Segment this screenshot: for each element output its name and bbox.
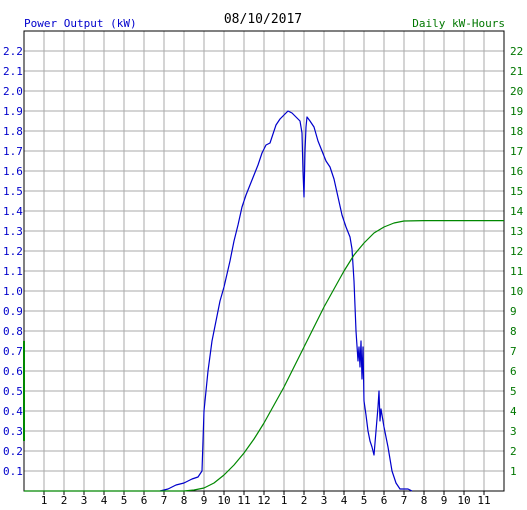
- left-tick-label: 0.1: [3, 465, 23, 478]
- left-tick-label: 2.0: [3, 85, 23, 98]
- left-tick-label: 1.4: [3, 205, 23, 218]
- right-tick-label: 2: [510, 445, 517, 458]
- right-tick-label: 3: [510, 425, 517, 438]
- x-tick-label: 5: [121, 494, 128, 507]
- x-tick-label: 7: [401, 494, 408, 507]
- right-axis-title: Daily kW-Hours: [412, 17, 505, 30]
- right-tick-label: 19: [510, 105, 523, 118]
- left-axis: 0.1 0.2 0.3 0.4 0.5 0.6 0.7 0.8 0.9 1.0 1.1 1.2 1.3 1…: [3, 45, 23, 478]
- right-tick-label: 20: [510, 85, 523, 98]
- left-tick-label: 0.4: [3, 405, 23, 418]
- left-tick-label: 1.5: [3, 185, 23, 198]
- left-tick-label: 0.5: [3, 385, 23, 398]
- right-tick-label: 11: [510, 265, 523, 278]
- x-tick-label: 1: [41, 494, 48, 507]
- series-layer: [23, 110, 504, 492]
- chart-title: 08/10/2017: [224, 12, 302, 27]
- x-tick-label: 3: [81, 494, 88, 507]
- x-axis: 1 2 3 4 5 6 7 8 9 10 11 12 1 2 3 4 5 6 7 8 9 10 11: [41, 491, 491, 507]
- x-tick-label: 5: [361, 494, 368, 507]
- x-tick-label: 8: [181, 494, 188, 507]
- x-tick-label: 8: [421, 494, 428, 507]
- x-tick-label: 2: [301, 494, 308, 507]
- left-tick-label: 0.2: [3, 445, 23, 458]
- left-tick-label: 1.7: [3, 145, 23, 158]
- left-tick-label: 1.0: [3, 285, 23, 298]
- right-tick-label: 9: [510, 305, 517, 318]
- daily-energy-line: [24, 220, 504, 492]
- left-tick-label: 0.8: [3, 325, 23, 338]
- right-tick-label: 13: [510, 225, 523, 238]
- x-tick-label: 2: [61, 494, 68, 507]
- right-tick-label: 18: [510, 125, 523, 138]
- left-tick-label: 1.1: [3, 265, 23, 278]
- x-tick-label: 11: [477, 494, 490, 507]
- left-tick-label: 2.1: [3, 65, 23, 78]
- right-tick-label: 14: [510, 205, 524, 218]
- x-tick-label: 10: [457, 494, 470, 507]
- x-tick-label: 11: [237, 494, 250, 507]
- right-tick-label: 4: [510, 405, 517, 418]
- x-tick-label: 4: [341, 494, 348, 507]
- right-tick-label: 8: [510, 325, 517, 338]
- right-tick-label: 21: [510, 65, 523, 78]
- x-tick-label: 9: [441, 494, 448, 507]
- right-tick-label: 16: [510, 165, 523, 178]
- right-tick-label: 7: [510, 345, 517, 358]
- left-tick-label: 2.2: [3, 45, 23, 58]
- x-tick-label: 4: [101, 494, 108, 507]
- left-tick-label: 1.2: [3, 245, 23, 258]
- right-tick-label: 12: [510, 245, 523, 258]
- right-tick-label: 22: [510, 45, 523, 58]
- left-tick-label: 0.6: [3, 365, 23, 378]
- x-tick-label: 1: [281, 494, 288, 507]
- x-tick-label: 10: [217, 494, 230, 507]
- left-tick-label: 0.9: [3, 305, 23, 318]
- left-tick-label: 0.7: [3, 345, 23, 358]
- x-tick-label: 9: [201, 494, 208, 507]
- left-tick-label: 1.8: [3, 125, 23, 138]
- x-tick-label: 12: [257, 494, 270, 507]
- left-tick-label: 1.6: [3, 165, 23, 178]
- left-tick-label: 1.9: [3, 105, 23, 118]
- right-tick-label: 1: [510, 465, 517, 478]
- x-tick-label: 6: [141, 494, 148, 507]
- x-tick-label: 3: [321, 494, 328, 507]
- right-tick-label: 10: [510, 285, 523, 298]
- left-axis-title: Power Output (kW): [24, 17, 137, 30]
- left-tick-label: 1.3: [3, 225, 23, 238]
- x-tick-label: 6: [381, 494, 388, 507]
- left-tick-label: 0.3: [3, 425, 23, 438]
- right-tick-label: 17: [510, 145, 523, 158]
- power-output-line: [159, 110, 413, 492]
- right-tick-label: 5: [510, 385, 517, 398]
- right-tick-label: 6: [510, 365, 517, 378]
- gridlines: [24, 31, 504, 491]
- x-tick-label: 7: [161, 494, 168, 507]
- right-tick-label: 15: [510, 185, 523, 198]
